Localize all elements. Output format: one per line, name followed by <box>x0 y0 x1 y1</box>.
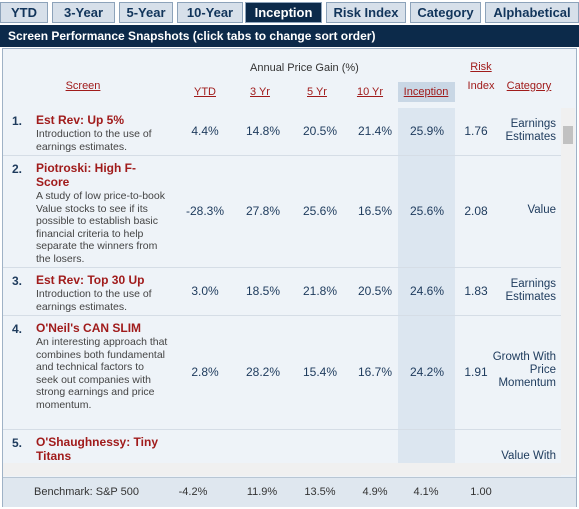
benchmark-row <box>3 477 576 507</box>
category: Growth With Price Momentum <box>492 351 556 389</box>
category: Earnings Estimates <box>505 118 557 143</box>
value-inception: 24.6% <box>409 284 445 298</box>
description: Introduction to the use of earnings esti… <box>36 128 152 153</box>
rank: 5. <box>12 436 23 450</box>
tab[interactable]: YTD <box>0 2 48 23</box>
value-y5: 21.8% <box>302 284 338 298</box>
description: A study of low price-to-book Value stock… <box>36 190 165 265</box>
value-inception: 25.9% <box>409 124 445 138</box>
rank: 2. <box>12 162 23 176</box>
tab[interactable]: Risk Index <box>326 2 406 23</box>
table-row: 1. Est Rev: Up 5% Introduction to the use … <box>3 108 561 156</box>
table-row: 2. Piotroski: High F-Score A study of low … <box>3 156 561 268</box>
benchmark-y5: 13.5% <box>304 486 336 498</box>
screen-name[interactable]: O'Neil's CAN SLIM <box>36 321 142 335</box>
rank: 3. <box>12 274 23 288</box>
rank: 1. <box>12 114 23 128</box>
column-header[interactable]: YTD <box>194 86 216 98</box>
title: Screen Performance Snapshots (click tabs… <box>8 29 376 43</box>
benchmark-y10: 4.9% <box>362 486 388 498</box>
value-y5: 20.5% <box>302 124 338 138</box>
category: Earnings Estimates <box>505 278 557 303</box>
category: Value <box>527 204 556 216</box>
value-inception: 24.2% <box>409 365 445 379</box>
table-row: 5. O'Shaughnessy: Tiny Titans Value With <box>3 430 561 463</box>
tab[interactable]: Category <box>410 2 481 23</box>
active-column <box>398 108 455 463</box>
screen-name[interactable]: Est Rev: Up 5% <box>36 113 125 127</box>
value-ytd: 4.4% <box>191 124 219 138</box>
column-header[interactable]: Screen <box>65 80 101 92</box>
value-risk: 2.08 <box>464 204 488 218</box>
table-row: 4. O'Neil's CAN SLIM An interesting approa… <box>3 316 561 430</box>
description: Introduction to the use of earnings esti… <box>36 288 152 313</box>
value-risk: 1.76 <box>464 124 488 138</box>
tab[interactable]: Inception <box>245 2 322 23</box>
column-header[interactable]: Index <box>467 80 495 92</box>
value-y10: 20.5% <box>357 284 393 298</box>
benchmark-name: Benchmark: S&P 500 <box>34 486 139 498</box>
rank: 4. <box>12 322 23 336</box>
value-y3: 27.8% <box>245 204 281 218</box>
value-y10: 16.5% <box>357 204 393 218</box>
value-y3: 18.5% <box>245 284 281 298</box>
group-header: Annual Price Gain (%) <box>250 62 359 74</box>
category: Value With <box>501 450 556 462</box>
tab[interactable]: Alphabetical <box>485 2 579 23</box>
value-ytd: -28.3% <box>185 204 225 218</box>
column-header[interactable]: 10 Yr <box>356 86 384 98</box>
v-scrollbar[interactable] <box>561 108 575 475</box>
screen-name[interactable]: Piotroski: High F-Score <box>36 161 136 189</box>
table-row: 3. Est Rev: Top 30 Up Introduction to the … <box>3 268 561 316</box>
value-y5: 15.4% <box>302 365 338 379</box>
h-scrollbar[interactable] <box>3 463 561 476</box>
tab[interactable]: 3-Year <box>52 2 115 23</box>
table-body: 1. Est Rev: Up 5% Introduction to the use … <box>3 108 561 463</box>
benchmark-risk: 1.00 <box>470 486 492 498</box>
value-y3: 28.2% <box>245 365 281 379</box>
panel <box>2 48 577 507</box>
tab[interactable]: 5-Year <box>119 2 173 23</box>
screen-name[interactable]: Est Rev: Top 30 Up <box>36 273 145 287</box>
column-header[interactable]: Risk <box>470 61 492 73</box>
value-inception: 25.6% <box>409 204 445 218</box>
value-y10: 16.7% <box>357 365 393 379</box>
scroll-thumb[interactable] <box>563 126 573 144</box>
column-header[interactable]: Inception <box>403 86 449 98</box>
description: An interesting approach that combines bo… <box>36 336 168 411</box>
tab[interactable]: 10-Year <box>177 2 243 23</box>
benchmark-ytd: -4.2% <box>178 486 208 498</box>
benchmark-inception: 4.1% <box>413 486 439 498</box>
value-risk: 1.83 <box>464 284 488 298</box>
value-y5: 25.6% <box>302 204 338 218</box>
value-risk: 1.91 <box>464 365 488 379</box>
active-header-bg <box>398 82 455 102</box>
screen-name[interactable]: O'Shaughnessy: Tiny Titans <box>36 435 158 463</box>
column-header[interactable]: 3 Yr <box>250 86 270 98</box>
title-bar <box>0 25 579 47</box>
column-header[interactable]: Category <box>506 80 552 92</box>
value-y10: 21.4% <box>357 124 393 138</box>
value-y3: 14.8% <box>245 124 281 138</box>
column-header[interactable]: 5 Yr <box>307 86 327 98</box>
benchmark-y3: 11.9% <box>246 486 278 498</box>
value-ytd: 3.0% <box>191 284 219 298</box>
value-ytd: 2.8% <box>191 365 219 379</box>
